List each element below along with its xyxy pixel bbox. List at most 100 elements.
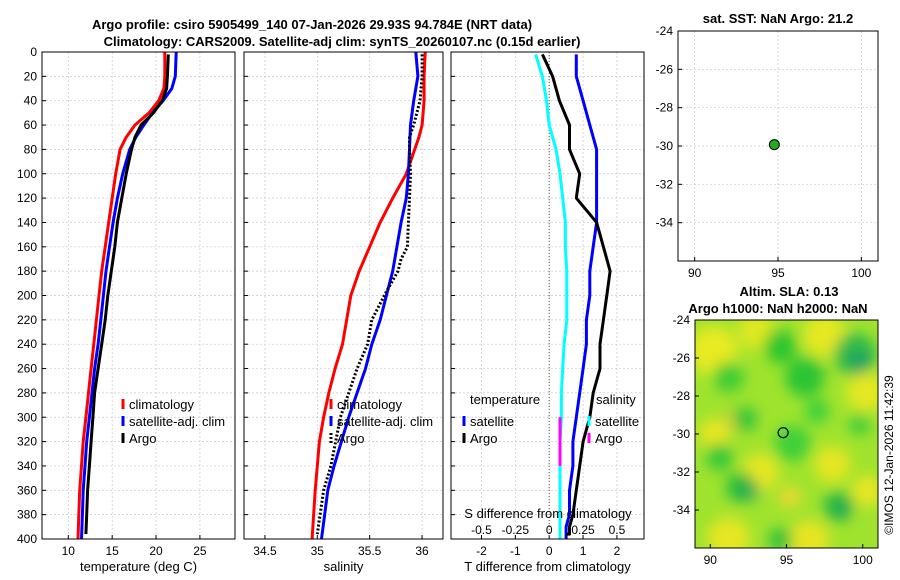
series-argo bbox=[84, 54, 170, 535]
y-tick-label: -30 bbox=[673, 427, 691, 441]
heatmap-blob bbox=[850, 352, 869, 371]
x-tick-label-salinity: 0 bbox=[546, 523, 553, 537]
y-tick-label: -24 bbox=[673, 313, 691, 327]
y-tick-label: 80 bbox=[24, 142, 38, 156]
axes-box bbox=[450, 51, 645, 540]
heatmap-blob bbox=[846, 372, 878, 412]
x-tick-label: 10 bbox=[62, 544, 76, 558]
x-tick-label: 95 bbox=[780, 553, 794, 567]
x-tick-label: 1 bbox=[580, 544, 587, 558]
y-tick-label: -34 bbox=[656, 216, 674, 230]
y-tick-label: 320 bbox=[17, 435, 37, 449]
x-axis-label: T difference from climatology bbox=[464, 559, 631, 574]
series-satellite-adj-clim bbox=[320, 52, 420, 539]
heatmap-blob bbox=[778, 486, 801, 508]
series-group bbox=[534, 53, 612, 539]
heatmap-blob bbox=[814, 446, 851, 483]
legend-label: satellite-adj. clim bbox=[337, 414, 433, 429]
heatmap-blob bbox=[713, 361, 744, 393]
x-tick-label: 100 bbox=[851, 266, 871, 280]
heatmap-blob bbox=[733, 406, 758, 431]
x-tick-label: 15 bbox=[106, 544, 120, 558]
y-tick-label: -32 bbox=[673, 465, 691, 479]
x-axis-label: salinity bbox=[324, 559, 364, 574]
heatmap-blob bbox=[768, 528, 793, 548]
title-line2: Climatology: CARS2009. Satellite-adj cli… bbox=[104, 34, 581, 49]
legend-label: climatology bbox=[337, 397, 403, 412]
legend-label: satellite bbox=[470, 414, 514, 429]
x-tick-label: 90 bbox=[688, 266, 702, 280]
y-tick-label: 180 bbox=[17, 264, 37, 278]
y-tick-label: 360 bbox=[17, 483, 37, 497]
heatmap-blob bbox=[789, 520, 830, 548]
difference-panel: -2 -1 0 1 2T difference from climatology S di… bbox=[450, 51, 645, 574]
y-tick-label: 340 bbox=[17, 459, 37, 473]
x-tick-label: 35.5 bbox=[358, 544, 382, 558]
x-tick-label: 36 bbox=[415, 544, 429, 558]
temperature-panel: 10 15 20 25 0 20 40 60 80 100 120 140 160 180 200 220 24… bbox=[17, 45, 236, 574]
series-group bbox=[76, 52, 178, 539]
map-title-line2: Argo h1000: NaN h2000: NaN bbox=[688, 301, 867, 316]
y-tick-label: -28 bbox=[673, 389, 691, 403]
map-title-line1: Altim. SLA: 0.13 bbox=[740, 284, 839, 299]
heatmap-blobs bbox=[695, 320, 878, 548]
y-tick-label: 100 bbox=[17, 167, 37, 181]
argo-location-marker bbox=[777, 427, 789, 439]
legend-label: satellite-adj. clim bbox=[129, 414, 225, 429]
y-tick-label: 240 bbox=[17, 337, 37, 351]
heatmap-blob bbox=[804, 399, 830, 424]
heatmap-blob bbox=[785, 357, 825, 397]
x-tick-label: -2 bbox=[476, 544, 487, 558]
series-climatology bbox=[310, 52, 427, 539]
x-tick-label: -1 bbox=[510, 544, 521, 558]
x-tick-label: 0 bbox=[546, 544, 553, 558]
y-tick-label: 220 bbox=[17, 313, 37, 327]
x-tick-label: 25 bbox=[193, 544, 207, 558]
y-tick-label: 200 bbox=[17, 289, 37, 303]
x-tick-label-salinity: 0.5 bbox=[609, 523, 626, 537]
y-tick-label: -34 bbox=[673, 503, 691, 517]
legend-title: temperature bbox=[470, 392, 540, 407]
series-argo bbox=[315, 54, 424, 535]
y-tick-label: -24 bbox=[656, 24, 674, 38]
x-tick-label: 20 bbox=[149, 544, 163, 558]
y-tick-label: 160 bbox=[17, 240, 37, 254]
legend-label: climatology bbox=[129, 397, 195, 412]
x-tick-label: 95 bbox=[771, 266, 785, 280]
x-tick-label: 35 bbox=[311, 544, 325, 558]
axes-box bbox=[694, 319, 879, 549]
legend-label: Argo bbox=[337, 431, 364, 446]
legend-title: salinity bbox=[596, 392, 636, 407]
y-tick-label: 0 bbox=[30, 45, 37, 59]
y-tick-label: -32 bbox=[656, 177, 674, 191]
y-tick-label: -26 bbox=[656, 62, 674, 76]
salinity-panel: 34.5 35 35.5 36 salinity climatology satellite… bbox=[243, 51, 444, 574]
y-tick-label: 60 bbox=[24, 118, 38, 132]
y-tick-label: 20 bbox=[24, 69, 38, 83]
heatmap-blob bbox=[707, 517, 750, 548]
legend-label: satellite bbox=[595, 414, 639, 429]
y-tick-label: 400 bbox=[17, 532, 37, 546]
heatmap-blob bbox=[852, 475, 878, 507]
heatmap-blob bbox=[833, 502, 850, 518]
series-t-argo bbox=[541, 53, 612, 536]
x-tick-label: 2 bbox=[614, 544, 621, 558]
axes-box bbox=[243, 51, 444, 540]
x-tick-label-salinity: 0.25 bbox=[571, 523, 595, 537]
credit-text: ©IMOS 12-Jan-2026 11:42:39 bbox=[882, 375, 896, 535]
series-climatology bbox=[76, 52, 167, 539]
y-tick-label: 260 bbox=[17, 362, 37, 376]
heatmap-blob bbox=[699, 418, 731, 450]
x-axis-label: temperature (deg C) bbox=[80, 559, 197, 574]
sla-heatmap bbox=[695, 320, 878, 548]
series-t-satellite bbox=[564, 54, 599, 539]
heatmap-blob bbox=[705, 443, 734, 471]
x-tick-label: 100 bbox=[853, 553, 873, 567]
y-tick-label: -26 bbox=[673, 351, 691, 365]
sst-map-panel: 90 95 100 -24 -26 -28 -30 -32 -34 sat. SST: NaN A… bbox=[656, 11, 879, 280]
y-tick-label: 280 bbox=[17, 386, 37, 400]
heatmap-blob bbox=[763, 329, 798, 364]
y-tick-label: 380 bbox=[17, 508, 37, 522]
heatmap-blob bbox=[740, 481, 760, 501]
